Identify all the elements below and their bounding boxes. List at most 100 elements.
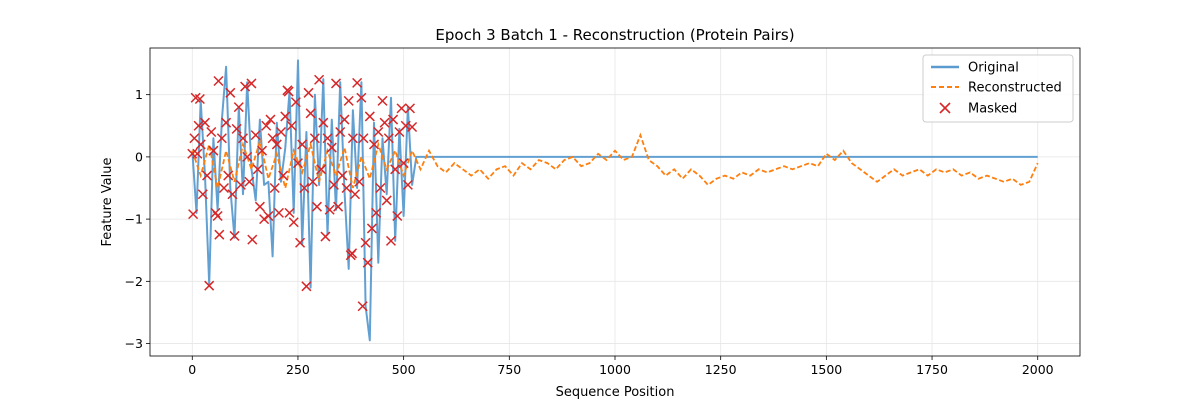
series-original-line	[191, 59, 1038, 342]
masked-point	[252, 164, 263, 175]
masked-point	[314, 74, 325, 85]
x-axis-label: Sequence Position	[556, 385, 675, 400]
masked-point	[204, 280, 215, 291]
masked-point	[188, 209, 199, 220]
y-tick-label: −1	[125, 212, 143, 227]
masked-point	[273, 207, 284, 218]
masked-point	[280, 111, 291, 122]
masked-point	[369, 139, 380, 150]
masked-point	[328, 179, 339, 190]
x-tick-label: 250	[286, 362, 310, 377]
masked-point	[316, 164, 327, 175]
series-clip-group	[187, 59, 1039, 342]
masked-point	[254, 201, 265, 212]
masked-point	[265, 114, 276, 125]
masked-point	[295, 237, 306, 248]
masked-point	[233, 102, 244, 113]
masked-point	[311, 201, 323, 212]
masked-point	[242, 151, 253, 162]
series-layer	[187, 59, 1039, 342]
masked-point	[195, 139, 206, 150]
x-tick-label: 0	[188, 362, 196, 377]
masked-point	[375, 182, 386, 194]
masked-point	[362, 257, 373, 268]
legend-masked-swatch	[939, 102, 951, 114]
masked-point	[216, 133, 227, 144]
masked-point	[199, 117, 210, 128]
masked-point	[381, 195, 392, 206]
series-reconstructed-line	[191, 132, 1039, 189]
masked-point	[259, 214, 270, 225]
masked-point	[388, 114, 399, 125]
y-tick-label: −3	[125, 336, 143, 351]
masked-point	[371, 207, 382, 218]
legend-box	[922, 54, 1074, 123]
masked-point	[292, 158, 303, 169]
masked-point	[347, 248, 358, 259]
masked-point	[246, 78, 257, 89]
masked-point	[343, 95, 354, 106]
masked-point	[286, 120, 297, 131]
masked-point	[278, 170, 289, 181]
masked-point	[288, 217, 299, 228]
masked-point	[240, 81, 251, 92]
masked-point	[320, 231, 331, 242]
masked-point	[250, 130, 261, 141]
masked-point	[261, 120, 272, 131]
masked-point	[229, 230, 240, 241]
masked-point	[303, 87, 314, 98]
masked-point	[214, 229, 225, 240]
masked-point	[396, 103, 407, 114]
masked-point	[267, 133, 278, 144]
masked-point	[333, 201, 344, 212]
masked-point	[290, 97, 301, 108]
masked-point	[297, 139, 308, 150]
masked-point	[339, 114, 350, 125]
masked-point	[194, 93, 205, 105]
masked-point	[373, 126, 384, 138]
x-tick-label: 2000	[1022, 362, 1054, 377]
tick-layer: 0 250 500 750 1000 1250 1500 1750 2000 1 0 −1 −2 −3	[125, 87, 1054, 377]
x-tick-label: 1500	[810, 362, 842, 377]
x-tick-label: 1000	[599, 362, 631, 377]
masked-point	[227, 189, 238, 200]
masked-point	[360, 237, 371, 248]
masked-point	[383, 133, 394, 144]
masked-point	[235, 179, 246, 190]
masked-point	[213, 75, 224, 87]
masked-point	[218, 182, 230, 194]
masked-point	[407, 121, 418, 133]
masked-point	[244, 176, 255, 187]
masked-point	[284, 207, 295, 218]
masked-point	[256, 145, 268, 156]
masked-point	[366, 223, 377, 234]
masked-point	[221, 117, 232, 128]
masked-point	[326, 142, 337, 153]
masked-point	[349, 189, 361, 200]
masked-point	[309, 133, 320, 144]
masked-point	[193, 120, 204, 131]
masked-point	[398, 158, 409, 169]
legend-original-label: Original	[968, 61, 1019, 76]
masked-point	[356, 92, 367, 103]
masked-point	[404, 103, 416, 114]
masked-point	[385, 235, 396, 246]
masked-point	[390, 164, 401, 175]
masked-point	[269, 182, 280, 194]
x-tick-label: 750	[497, 362, 521, 377]
masked-point	[330, 78, 342, 89]
masked-point	[324, 204, 335, 215]
masked-point	[392, 210, 403, 222]
x-tick-label: 1750	[916, 362, 948, 377]
y-axis-label: Feature Value	[100, 158, 115, 247]
masked-point	[197, 189, 208, 200]
masked-point	[263, 210, 274, 222]
masked-point	[318, 117, 329, 128]
masked-point	[202, 170, 213, 181]
masked-point	[299, 182, 310, 194]
masked-point	[377, 95, 388, 106]
x-tick-label: 500	[392, 362, 416, 377]
masked-point	[357, 301, 368, 312]
masked-point	[271, 139, 282, 150]
masked-point	[192, 148, 203, 159]
